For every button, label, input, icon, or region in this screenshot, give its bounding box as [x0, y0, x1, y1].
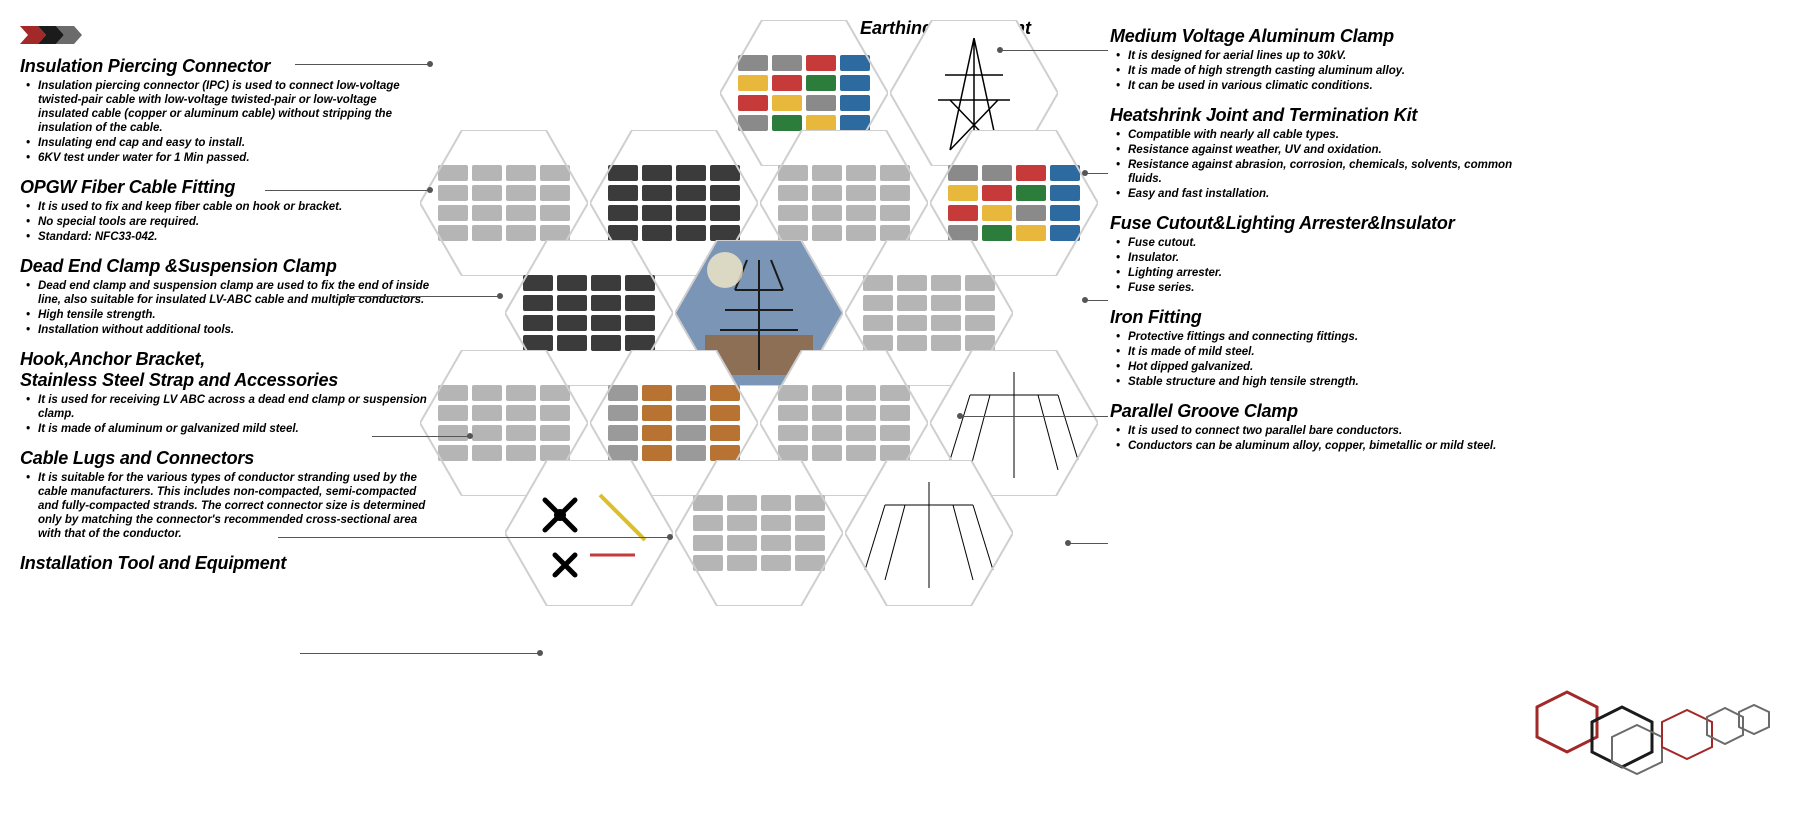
section-right-4: Parallel Groove Clamp It is used to conne…: [1110, 401, 1530, 453]
bullet: Stable structure and high tensile streng…: [1122, 375, 1530, 389]
bullet: 6KV test under water for 1 Min passed.: [32, 151, 430, 165]
section-bullets: Fuse cutout.Insulator.Lighting arrester.…: [1110, 236, 1530, 295]
section-title: Iron Fitting: [1110, 307, 1530, 328]
section-title: Fuse Cutout&Lighting Arrester&Insulator: [1110, 213, 1530, 234]
connector-line: [1085, 173, 1108, 174]
section-bullets: It is designed for aerial lines up to 30…: [1110, 49, 1530, 93]
section-bullets: It is used to fix and keep fiber cable o…: [20, 200, 430, 244]
bullet: Lighting arrester.: [1122, 266, 1530, 280]
bullet: It is suitable for the various types of …: [32, 471, 430, 541]
section-title: Installation Tool and Equipment: [20, 553, 430, 574]
hex-parallel: [675, 460, 843, 606]
section-bullets: It is used for receiving LV ABC across a…: [20, 393, 430, 436]
connector-line: [1085, 300, 1108, 301]
connector-dot: [1082, 297, 1088, 303]
connector-dot: [957, 413, 963, 419]
bullet: Easy and fast installation.: [1122, 187, 1530, 201]
section-title: Parallel Groove Clamp: [1110, 401, 1530, 422]
bullet: Resistance against abrasion, corrosion, …: [1122, 158, 1530, 186]
section-left-3: Hook,Anchor Bracket,Stainless Steel Stra…: [20, 349, 430, 436]
connector-line: [372, 436, 470, 437]
connector-line: [278, 537, 670, 538]
section-bullets: Insulation piercing connector (IPC) is u…: [20, 79, 430, 165]
section-bullets: Dead end clamp and suspension clamp are …: [20, 279, 430, 337]
section-bullets: Compatible with nearly all cable types.R…: [1110, 128, 1530, 201]
bullet: Installation without additional tools.: [32, 323, 430, 337]
arrow-badge-icon: [20, 26, 100, 44]
section-right-0: Medium Voltage Aluminum Clamp It is desig…: [1110, 26, 1530, 93]
section-left-0: Insulation Piercing ConnectorInsulation …: [20, 56, 430, 165]
connector-dot: [1082, 170, 1088, 176]
section-title: Insulation Piercing Connector: [20, 56, 430, 77]
bullet: It is made of mild steel.: [1122, 345, 1530, 359]
section-title: Heatshrink Joint and Termination Kit: [1110, 105, 1530, 126]
decorative-hex-icon: [1507, 682, 1777, 802]
section-right-2: Fuse Cutout&Lighting Arrester&InsulatorF…: [1110, 213, 1530, 295]
section-left-4: Cable Lugs and ConnectorsIt is suitable …: [20, 448, 430, 541]
section-title: Hook,Anchor Bracket,Stainless Steel Stra…: [20, 349, 430, 391]
bullet: It is made of high strength casting alum…: [1122, 64, 1530, 78]
section-right-1: Heatshrink Joint and Termination KitComp…: [1110, 105, 1530, 201]
bullet: Insulating end cap and easy to install.: [32, 136, 430, 150]
connector-line: [300, 653, 540, 654]
section-bullets: Protective fittings and connecting fitti…: [1110, 330, 1530, 389]
connector-line: [960, 416, 1108, 417]
section-left-5: Installation Tool and Equipment: [20, 553, 430, 574]
bullet: Hot dipped galvanized.: [1122, 360, 1530, 374]
connector-dot: [427, 187, 433, 193]
bullet: Resistance against weather, UV and oxida…: [1122, 143, 1530, 157]
bullet: High tensile strength.: [32, 308, 430, 322]
connector-dot: [467, 433, 473, 439]
connector-dot: [497, 293, 503, 299]
left-column: Insulation Piercing ConnectorInsulation …: [20, 56, 430, 586]
connector-line: [265, 190, 430, 191]
bullet: No special tools are required.: [32, 215, 430, 229]
connector-dot: [1065, 540, 1071, 546]
connector-line: [1000, 50, 1108, 51]
bullet: It is used to fix and keep fiber cable o…: [32, 200, 430, 214]
bullet: It is designed for aerial lines up to 30…: [1122, 49, 1530, 63]
section-title: Cable Lugs and Connectors: [20, 448, 430, 469]
bullet: It is used for receiving LV ABC across a…: [32, 393, 430, 421]
bullet: It can be used in various climatic condi…: [1122, 79, 1530, 93]
bullet: Standard: NFC33-042.: [32, 230, 430, 244]
bullet: Insulation piercing connector (IPC) is u…: [32, 79, 430, 135]
connector-line: [340, 296, 500, 297]
right-column: Medium Voltage Aluminum Clamp It is desig…: [1110, 26, 1530, 465]
connector-dot: [997, 47, 1003, 53]
section-bullets: It is suitable for the various types of …: [20, 471, 430, 541]
section-title: OPGW Fiber Cable Fitting: [20, 177, 430, 198]
bullet: Fuse series.: [1122, 281, 1530, 295]
product-infographic: Earthing Equipment Insulation Piercing C…: [0, 0, 1817, 822]
bullet: Conductors can be aluminum alloy, copper…: [1122, 439, 1530, 453]
bullet: It is made of aluminum or galvanized mil…: [32, 422, 430, 436]
section-title: Dead End Clamp &Suspension Clamp: [20, 256, 430, 277]
section-right-3: Iron Fitting Protective fittings and conn…: [1110, 307, 1530, 389]
section-title: Medium Voltage Aluminum Clamp: [1110, 26, 1530, 47]
section-left-1: OPGW Fiber Cable Fitting It is used to fi…: [20, 177, 430, 244]
bullet: Protective fittings and connecting fitti…: [1122, 330, 1530, 344]
connector-dot: [667, 534, 673, 540]
connector-line: [295, 64, 430, 65]
hex-parallel2: [845, 460, 1013, 606]
bullet: Fuse cutout.: [1122, 236, 1530, 250]
hex-grid: [420, 20, 1100, 720]
section-bullets: It is used to connect two parallel bare …: [1110, 424, 1530, 453]
connector-line: [1068, 543, 1108, 544]
hex-tools: [505, 460, 673, 606]
connector-dot: [427, 61, 433, 67]
bullet: Compatible with nearly all cable types.: [1122, 128, 1530, 142]
bullet: It is used to connect two parallel bare …: [1122, 424, 1530, 438]
connector-dot: [537, 650, 543, 656]
bullet: Dead end clamp and suspension clamp are …: [32, 279, 430, 307]
bullet: Insulator.: [1122, 251, 1530, 265]
